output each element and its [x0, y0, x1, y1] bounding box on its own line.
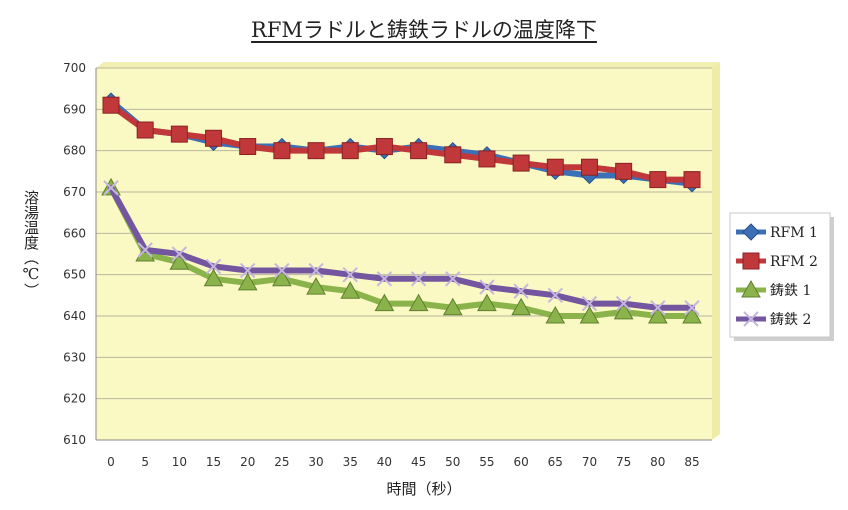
y-tick-label: 640: [63, 309, 86, 323]
data-point-series-4: [547, 287, 564, 304]
data-point-series-4: [239, 262, 256, 279]
data-point-series-2: [444, 146, 462, 164]
y-axis-label: 溶湯温度（℃）: [22, 190, 40, 298]
y-tick-label: 660: [63, 226, 86, 240]
y-tick-label: 700: [63, 61, 86, 75]
data-point-series-2: [546, 158, 564, 176]
data-point-series-4: [274, 262, 290, 279]
x-tick-label: 30: [308, 455, 323, 469]
data-point-series-3: [306, 277, 326, 295]
data-point-series-3: [237, 272, 258, 291]
legend-marker: [742, 223, 760, 241]
series-line-4: [108, 184, 695, 311]
x-tick-label: 20: [240, 455, 255, 469]
x-tick-label: 5: [141, 455, 149, 469]
x-tick-label: 60: [513, 455, 528, 469]
legend-label: RFM 2: [770, 254, 818, 270]
y-tick-label: 630: [63, 350, 86, 364]
data-point-series-3: [613, 301, 634, 320]
data-point-series-4: [205, 258, 222, 275]
y-tick-label: 610: [63, 433, 86, 447]
data-point-series-2: [170, 125, 188, 143]
data-point-series-4: [650, 300, 666, 316]
data-point-series-4: [581, 295, 598, 312]
data-point-series-2: [375, 138, 393, 156]
data-point-series-2: [341, 142, 359, 160]
plot-top-wall: [96, 62, 720, 68]
x-tick-label: 50: [445, 455, 460, 469]
data-point-series-4: [513, 283, 529, 299]
data-point-series-2: [683, 171, 701, 189]
data-point-series-2: [512, 154, 530, 172]
data-point-series-3: [408, 293, 429, 312]
data-point-series-2: [410, 142, 428, 160]
data-point-series-2: [273, 142, 291, 160]
y-tick-label: 620: [63, 392, 86, 406]
legend-label: 鋳鉄 1: [770, 282, 811, 299]
data-point-series-3: [647, 305, 668, 324]
data-point-series-2: [615, 162, 633, 180]
data-point-series-4: [342, 266, 358, 283]
data-point-series-4: [103, 180, 119, 196]
data-point-series-2: [478, 150, 496, 168]
x-tick-label: 70: [582, 455, 597, 469]
data-point-series-3: [203, 268, 224, 287]
data-point-series-4: [376, 271, 393, 287]
data-point-series-4: [308, 262, 324, 279]
x-tick-label: 0: [107, 455, 115, 469]
data-point-series-4: [445, 271, 461, 287]
x-tick-label: 45: [411, 455, 426, 469]
data-point-series-3: [169, 252, 190, 270]
data-point-series-3: [579, 305, 600, 324]
data-point-series-3: [442, 297, 463, 316]
data-point-series-3: [272, 268, 292, 287]
y-tick-label: 650: [63, 268, 86, 282]
plot-area: [96, 68, 712, 440]
data-point-series-2: [307, 142, 325, 160]
y-tick-label: 670: [63, 185, 86, 199]
legend-marker: [742, 252, 760, 270]
x-tick-label: 15: [206, 455, 221, 469]
data-point-series-3: [374, 293, 395, 312]
data-point-series-4: [410, 271, 427, 287]
data-point-series-3: [682, 305, 702, 324]
y-tick-label: 690: [63, 102, 86, 116]
chart-title: RFMラドルと鋳鉄ラドルの温度降下: [251, 18, 597, 42]
data-point-series-2: [136, 121, 154, 139]
data-point-series-4: [171, 246, 188, 262]
x-axis-label: 時間（秒）: [386, 480, 462, 498]
data-point-series-4: [479, 279, 495, 295]
data-point-series-3: [340, 281, 361, 299]
x-tick-label: 80: [650, 455, 665, 469]
x-tick-label: 85: [684, 455, 699, 469]
data-point-series-3: [511, 297, 531, 316]
y-tick-label: 680: [63, 144, 86, 158]
data-point-series-2: [102, 96, 120, 114]
data-point-series-4: [615, 295, 632, 312]
legend-marker: [741, 279, 761, 298]
data-point-series-2: [580, 158, 598, 176]
plot-side-wall: [712, 62, 720, 440]
x-tick-label: 35: [343, 455, 358, 469]
data-point-series-2: [239, 138, 257, 156]
x-tick-label: 10: [172, 455, 187, 469]
x-tick-label: 25: [274, 455, 289, 469]
data-point-series-3: [477, 293, 497, 312]
legend-marker: [743, 311, 759, 327]
data-point-series-4: [137, 242, 153, 258]
x-tick-label: 55: [479, 455, 494, 469]
x-tick-label: 65: [548, 455, 563, 469]
data-point-series-3: [545, 305, 566, 324]
legend-label: RFM 1: [770, 225, 818, 241]
x-tick-label: 40: [377, 455, 392, 469]
data-point-series-4: [684, 300, 700, 316]
data-point-series-2: [205, 129, 223, 147]
series-line-3: [108, 184, 695, 319]
legend-label: 鋳鉄 2: [770, 311, 811, 328]
x-tick-label: 75: [616, 455, 631, 469]
data-point-series-2: [649, 171, 667, 189]
